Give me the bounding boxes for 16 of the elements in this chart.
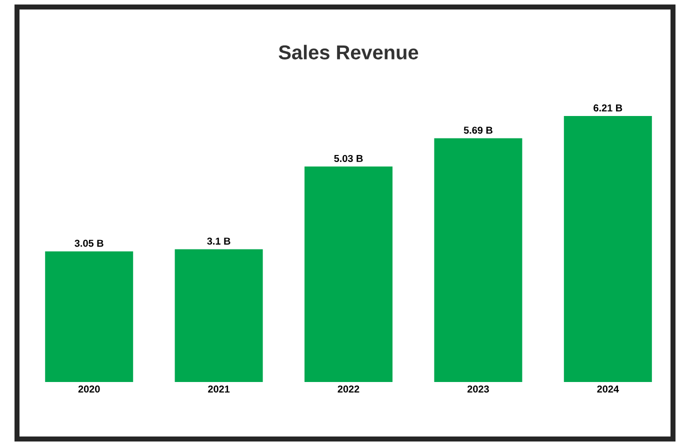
data-label: 5.03 B — [334, 154, 363, 162]
chart-title: Sales Revenue — [278, 44, 418, 60]
data-label: 3.05 B — [74, 240, 104, 247]
x-tick-label: 2024 — [597, 386, 619, 393]
bar — [174, 249, 263, 382]
x-tick-label: 2023 — [467, 386, 489, 393]
data-label: 5.69 B — [464, 126, 492, 134]
data-label: 3.1 B — [207, 238, 230, 245]
bar — [434, 138, 522, 382]
data-label: 6.21 B — [594, 104, 622, 112]
bar — [564, 116, 652, 382]
bar — [45, 251, 134, 382]
bar — [304, 166, 393, 382]
x-tick-label: 2021 — [208, 386, 230, 393]
x-tick-label: 2022 — [338, 386, 360, 393]
x-tick-label: 2020 — [78, 386, 100, 393]
